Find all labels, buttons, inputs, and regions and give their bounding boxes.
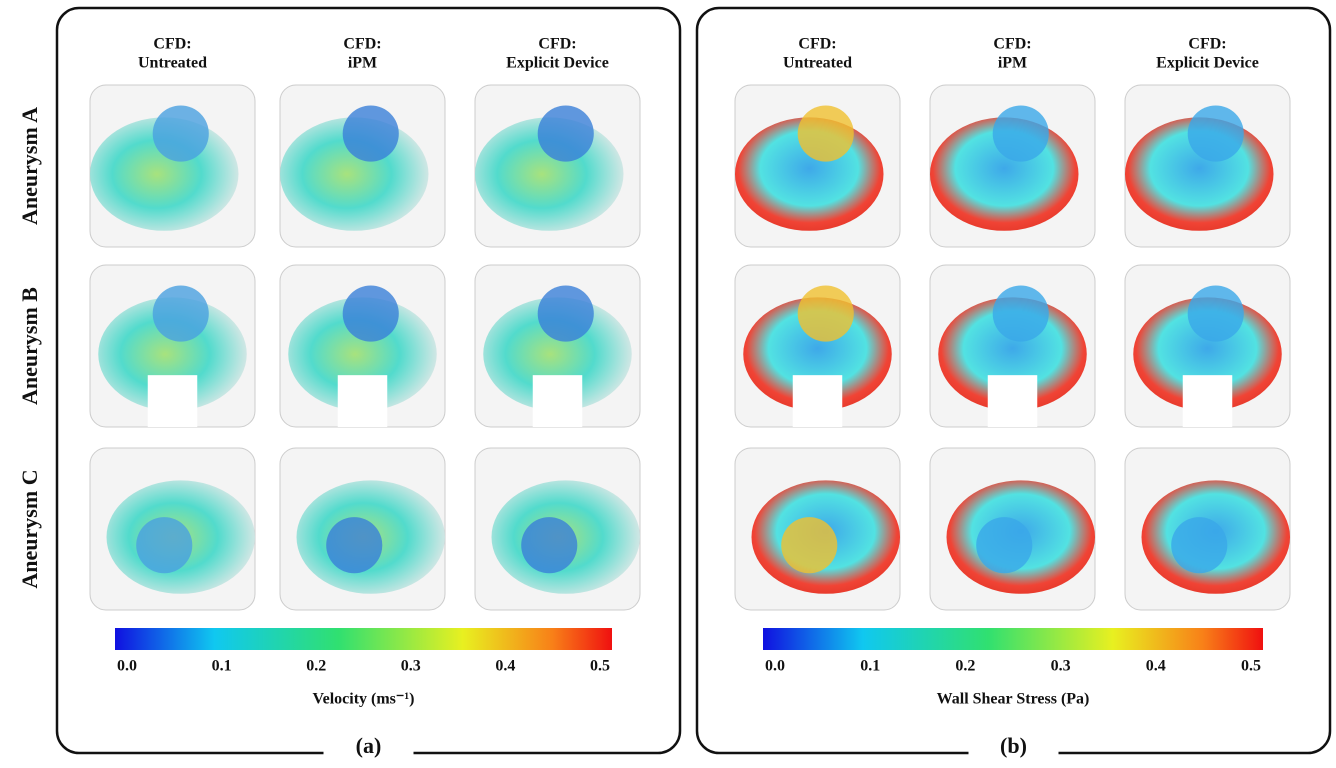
colorbar-tick-label: 0.2	[306, 658, 326, 675]
cfd-render	[930, 85, 1095, 247]
aneurysm-dome	[798, 286, 854, 342]
cfd-render	[90, 448, 255, 610]
column-header: CFD:	[798, 36, 836, 53]
column-header: CFD:	[1188, 36, 1226, 53]
cfd-render	[735, 448, 900, 610]
aneurysm-dome	[521, 517, 577, 573]
vessel-gap	[988, 375, 1038, 427]
aneurysm-dome	[1188, 286, 1244, 342]
colorbar	[115, 628, 612, 650]
row-label: Aneurysm B	[17, 287, 42, 405]
column-header: iPM	[348, 55, 377, 72]
column-header: Untreated	[783, 55, 852, 72]
cfd-render	[475, 448, 640, 610]
cfd-render	[280, 265, 445, 427]
vessel-gap	[338, 375, 388, 427]
column-header: Explicit Device	[1156, 55, 1259, 72]
cfd-render	[930, 448, 1095, 610]
aneurysm-dome	[781, 517, 837, 573]
cfd-render	[735, 265, 900, 427]
colorbar-tick-label: 0.4	[495, 658, 515, 675]
column-header: Explicit Device	[506, 55, 609, 72]
cfd-render	[1125, 265, 1290, 427]
cfd-render	[1125, 448, 1290, 610]
cfd-render	[475, 265, 640, 427]
aneurysm-dome	[136, 517, 192, 573]
vessel-gap	[148, 375, 198, 427]
row-label: Aneurysm C	[17, 469, 42, 588]
aneurysm-dome	[1171, 517, 1227, 573]
column-header: iPM	[998, 55, 1027, 72]
colorbar-tick-label: 0.2	[955, 658, 975, 675]
column-header: CFD:	[343, 36, 381, 53]
column-header: Untreated	[138, 55, 207, 72]
panel-label: (b)	[1000, 733, 1027, 758]
vessel-gap	[1183, 375, 1233, 427]
aneurysm-dome	[798, 106, 854, 162]
colorbar-tick-label: 0.5	[590, 658, 610, 675]
cfd-render	[280, 85, 445, 247]
cfd-render	[1125, 85, 1290, 247]
vessel-gap	[793, 375, 843, 427]
row-label: Aneurysm A	[17, 107, 42, 225]
cfd-render	[90, 265, 255, 427]
colorbar-tick-label: 0.1	[860, 658, 880, 675]
column-header: CFD:	[993, 36, 1031, 53]
cfd-render	[735, 85, 900, 247]
colorbar-tick-label: 0.0	[765, 658, 785, 675]
colorbar-tick-label: 0.0	[117, 658, 137, 675]
aneurysm-dome	[993, 286, 1049, 342]
figure: Aneurysm A Aneurysm B Aneurysm C (a) CFD: Unt…	[0, 0, 1336, 768]
column-header: CFD:	[153, 36, 191, 53]
colorbar-label: Wall Shear Stress (Pa)	[937, 691, 1090, 708]
cfd-render	[90, 85, 255, 247]
aneurysm-dome	[343, 286, 399, 342]
column-header: CFD:	[538, 36, 576, 53]
colorbar-tick-label: 0.4	[1146, 658, 1166, 675]
aneurysm-dome	[538, 286, 594, 342]
aneurysm-dome	[153, 286, 209, 342]
vessel-gap	[533, 375, 583, 427]
aneurysm-dome	[153, 106, 209, 162]
panel-label: (a)	[356, 733, 382, 758]
aneurysm-dome	[976, 517, 1032, 573]
colorbar	[763, 628, 1263, 650]
aneurysm-dome	[993, 106, 1049, 162]
colorbar-tick-label: 0.3	[401, 658, 421, 675]
aneurysm-dome	[1188, 106, 1244, 162]
aneurysm-dome	[326, 517, 382, 573]
colorbar-tick-label: 0.5	[1241, 658, 1261, 675]
colorbar-tick-label: 0.3	[1051, 658, 1071, 675]
colorbar-tick-label: 0.1	[212, 658, 232, 675]
cfd-render	[930, 265, 1095, 427]
cfd-render	[475, 85, 640, 247]
aneurysm-dome	[538, 106, 594, 162]
colorbar-label: Velocity (ms⁻¹)	[313, 691, 415, 708]
aneurysm-dome	[343, 106, 399, 162]
cfd-render	[280, 448, 445, 610]
